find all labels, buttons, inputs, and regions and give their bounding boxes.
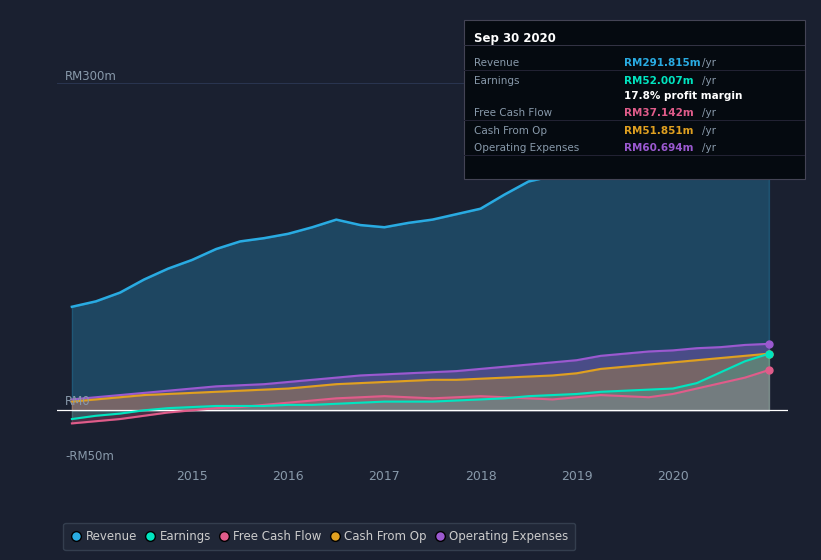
Text: RM0: RM0: [65, 395, 91, 408]
Text: Sep 30 2020: Sep 30 2020: [474, 32, 556, 45]
Text: Earnings: Earnings: [474, 76, 519, 86]
Text: Cash From Op: Cash From Op: [474, 125, 547, 136]
Text: Free Cash Flow: Free Cash Flow: [474, 108, 552, 118]
Text: RM60.694m: RM60.694m: [624, 143, 694, 153]
Text: /yr: /yr: [702, 143, 716, 153]
Text: RM37.142m: RM37.142m: [624, 108, 694, 118]
Text: Operating Expenses: Operating Expenses: [474, 143, 579, 153]
Legend: Revenue, Earnings, Free Cash Flow, Cash From Op, Operating Expenses: Revenue, Earnings, Free Cash Flow, Cash …: [63, 523, 576, 550]
Text: -RM50m: -RM50m: [65, 450, 114, 463]
Text: /yr: /yr: [702, 76, 716, 86]
Text: /yr: /yr: [702, 108, 716, 118]
Text: RM52.007m: RM52.007m: [624, 76, 694, 86]
Text: /yr: /yr: [702, 58, 716, 68]
Text: RM51.851m: RM51.851m: [624, 125, 694, 136]
Text: /yr: /yr: [702, 125, 716, 136]
Text: Revenue: Revenue: [474, 58, 519, 68]
Text: RM300m: RM300m: [65, 71, 117, 83]
Text: 17.8% profit margin: 17.8% profit margin: [624, 91, 742, 101]
Text: RM291.815m: RM291.815m: [624, 58, 700, 68]
